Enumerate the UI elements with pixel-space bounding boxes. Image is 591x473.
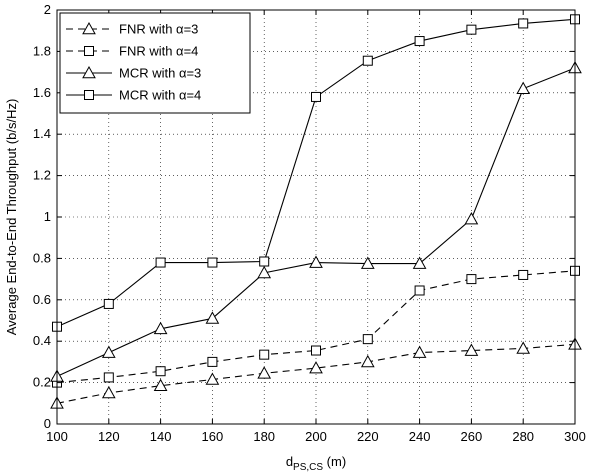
data-point-triangle	[360, 256, 375, 269]
y-tick-label: 1.6	[33, 85, 51, 100]
x-tick-label: 240	[409, 429, 431, 444]
y-tick-label: 0.6	[33, 292, 51, 307]
legend-label: MCR with α=3	[119, 66, 201, 81]
data-point-triangle	[257, 265, 272, 279]
y-tick-label: 1.8	[33, 43, 51, 58]
legend-label: MCR with α=4	[119, 88, 201, 103]
data-point-triangle	[412, 345, 427, 358]
y-tick-label: 0.2	[33, 375, 51, 390]
legend-marker-square	[84, 46, 94, 56]
data-point-triangle	[205, 311, 220, 324]
data-point-square	[311, 345, 321, 356]
x-tick-label: 160	[202, 429, 224, 444]
series-line	[56, 270, 576, 384]
data-point-triangle	[360, 354, 375, 368]
legend-marker-triangle	[82, 21, 96, 35]
data-point-square	[518, 18, 529, 29]
legend-entry: FNR with α=3	[66, 22, 198, 37]
data-point-triangle	[101, 385, 116, 399]
legend-entry: MCR with α=4	[66, 88, 201, 103]
legend-label: FNR with α=4	[119, 44, 198, 59]
x-axis-label-unit: (m)	[323, 454, 346, 469]
data-point-square	[311, 91, 321, 102]
legend: FNR with α=3 FNR with α=4 MCR with α=3 MCR …	[59, 12, 251, 114]
data-point-square	[414, 285, 425, 296]
data-point-square	[518, 269, 529, 280]
x-axis-label: dPS,CS (m)	[286, 454, 346, 473]
series-3	[50, 60, 582, 382]
data-point-square	[103, 298, 114, 309]
x-tick-label: 140	[150, 429, 172, 444]
series-line	[56, 343, 576, 404]
data-point-square	[155, 257, 166, 268]
data-point-square	[259, 256, 270, 267]
data-point-triangle	[309, 361, 323, 374]
x-axis-label-subscript: PS,CS	[293, 462, 323, 473]
x-tick-label: 300	[564, 429, 586, 444]
legend-marker-square	[84, 90, 94, 100]
data-point-triangle	[464, 212, 479, 225]
data-point-triangle	[516, 81, 531, 94]
data-point-triangle	[153, 321, 168, 335]
data-point-triangle	[101, 345, 116, 358]
x-axis-label-main: d	[286, 454, 293, 469]
data-point-square	[207, 257, 218, 268]
x-tick-label: 120	[98, 429, 120, 444]
data-point-triangle	[464, 343, 479, 356]
tick-layer: 100 120 140 160 180 200 220 240 260 280 300 0 0.2 0.4…	[33, 2, 586, 444]
data-point-square	[414, 36, 425, 47]
data-point-triangle	[412, 256, 427, 269]
y-tick-label: 1.4	[33, 126, 51, 141]
y-tick-label: 0	[44, 416, 51, 431]
x-tick-label: 260	[461, 429, 483, 444]
data-point-triangle	[205, 372, 220, 385]
legend-entry: FNR with α=4	[66, 44, 198, 59]
series-layer	[50, 14, 582, 409]
x-tick-label: 220	[357, 429, 379, 444]
data-point-square	[207, 356, 218, 367]
data-point-square	[466, 24, 477, 35]
data-point-square	[155, 366, 166, 377]
legend-label: FNR with α=3	[119, 22, 198, 37]
y-tick-label: 0.8	[33, 250, 51, 265]
data-point-square	[103, 372, 114, 383]
data-point-triangle	[516, 341, 531, 354]
data-point-square	[362, 55, 373, 66]
data-point-square	[362, 334, 373, 345]
data-point-triangle	[257, 366, 272, 379]
y-tick-label: 1	[44, 209, 51, 224]
data-point-triangle	[309, 255, 323, 268]
y-axis-label: Average End-to-End Throughput (b/s/Hz)	[4, 99, 19, 336]
data-point-square	[466, 274, 477, 285]
data-point-square	[259, 349, 270, 360]
x-tick-label: 100	[46, 429, 68, 444]
y-tick-label: 2	[44, 2, 51, 17]
legend-entry: MCR with α=3	[66, 66, 201, 81]
x-tick-label: 280	[512, 429, 534, 444]
y-tick-label: 1.2	[33, 168, 51, 183]
x-tick-label: 180	[253, 429, 275, 444]
x-tick-label: 200	[305, 429, 327, 444]
legend-marker-triangle	[82, 65, 96, 79]
series-1	[50, 337, 582, 409]
data-point-triangle	[153, 378, 168, 392]
y-tick-label: 0.4	[33, 333, 51, 348]
